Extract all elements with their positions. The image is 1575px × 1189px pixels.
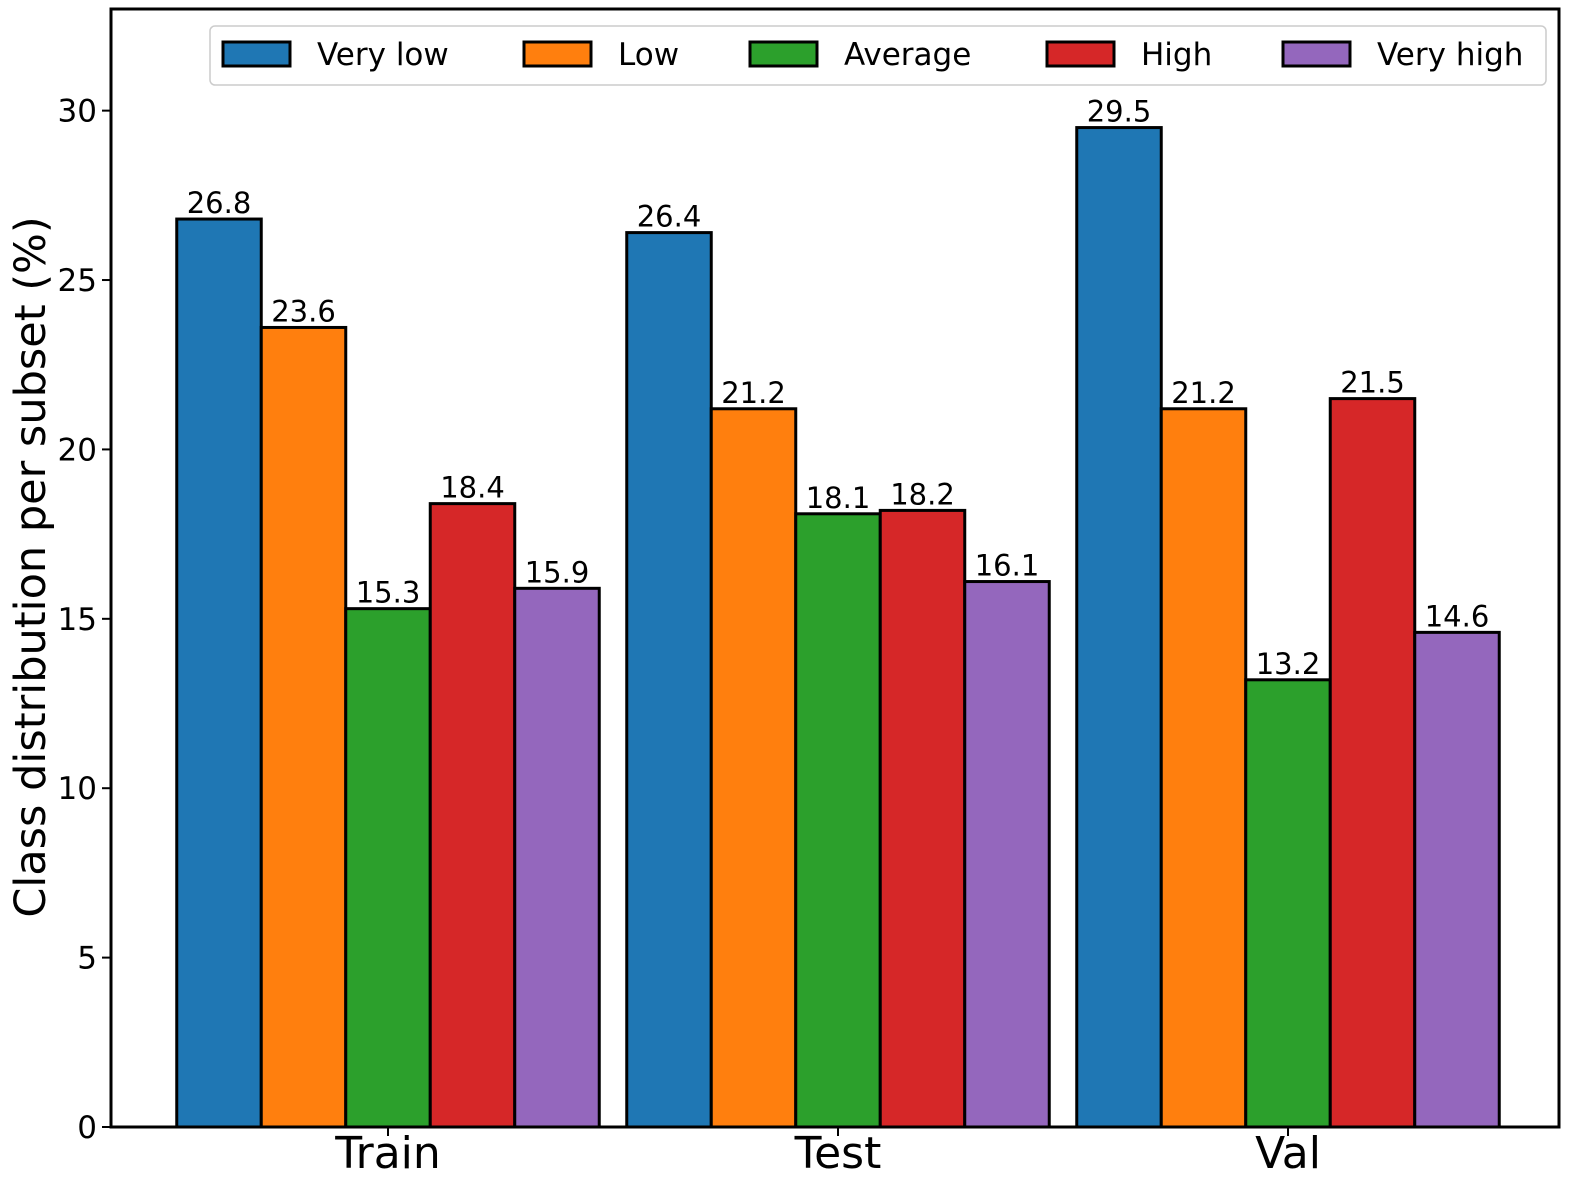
value-label: 18.2 (890, 477, 955, 511)
legend: Very low Low Average High Very high (209, 25, 1547, 86)
value-label: 14.6 (1425, 599, 1490, 633)
y-tick-label: 15 (58, 602, 97, 638)
legend-label: High (1141, 37, 1212, 73)
legend-label: Very low (317, 37, 449, 73)
bar-val-low (1159, 407, 1248, 1129)
value-label: 13.2 (1256, 647, 1321, 681)
legend-swatch-very-high (1281, 40, 1352, 68)
x-tick-label-val: Val (1255, 1128, 1321, 1179)
value-label: 29.5 (1087, 95, 1152, 129)
value-label: 15.9 (525, 555, 590, 589)
bar-train-average (344, 607, 432, 1129)
value-label: 18.4 (440, 471, 505, 505)
value-label: 15.3 (356, 576, 421, 610)
value-label: 23.6 (271, 294, 336, 328)
value-label: 21.5 (1340, 366, 1405, 400)
y-axis-title: Class distribution per subset (%) (6, 216, 56, 917)
y-axis: 0 5 10 15 20 25 30 (58, 94, 111, 1146)
y-tick-label: 10 (58, 771, 97, 807)
legend-swatch-average (748, 40, 819, 68)
y-tick-label: 20 (58, 432, 97, 468)
x-tick-label-test: Test (794, 1128, 882, 1179)
legend-label: Very high (1377, 37, 1523, 73)
bar-test-average (794, 512, 882, 1129)
value-label: 21.2 (721, 376, 786, 410)
bar-val-high (1328, 397, 1417, 1129)
bar-test-high (878, 508, 967, 1129)
legend-label: Low (618, 37, 679, 73)
value-labels: 26.8 23.6 15.3 18.4 15.9 26.4 21.2 18.1 18.2 16.1… (187, 95, 1490, 681)
bar-val-very-low (1075, 126, 1163, 1129)
bar-train-high (428, 502, 517, 1129)
value-label: 16.1 (975, 549, 1040, 583)
legend-label: Average (844, 37, 971, 73)
y-tick-label: 5 (77, 941, 97, 977)
bar-test-low (709, 407, 798, 1129)
bar-val-average (1244, 678, 1332, 1129)
bar-val-very-high (1413, 630, 1501, 1129)
x-tick-label-train: Train (334, 1128, 441, 1179)
value-label: 21.2 (1171, 376, 1236, 410)
legend-swatch-very-low (221, 40, 292, 68)
y-tick-label: 0 (77, 1110, 97, 1146)
bar-train-low (259, 325, 348, 1129)
y-tick-label: 30 (58, 94, 97, 130)
value-label: 18.1 (806, 481, 871, 515)
plot-area-frame (109, 7, 1561, 1129)
x-axis: Train Test Val (334, 1127, 1321, 1179)
legend-swatch-high (1045, 40, 1116, 68)
legend-swatch-low (522, 40, 593, 68)
bar-test-very-low (625, 231, 713, 1129)
bar-train-very-low (175, 217, 263, 1129)
value-label: 26.8 (187, 186, 252, 220)
y-tick-label: 25 (58, 263, 97, 299)
bar-train-very-high (513, 586, 601, 1129)
value-label: 26.4 (637, 200, 702, 234)
bar-test-very-high (963, 580, 1051, 1129)
bars (175, 126, 1501, 1129)
